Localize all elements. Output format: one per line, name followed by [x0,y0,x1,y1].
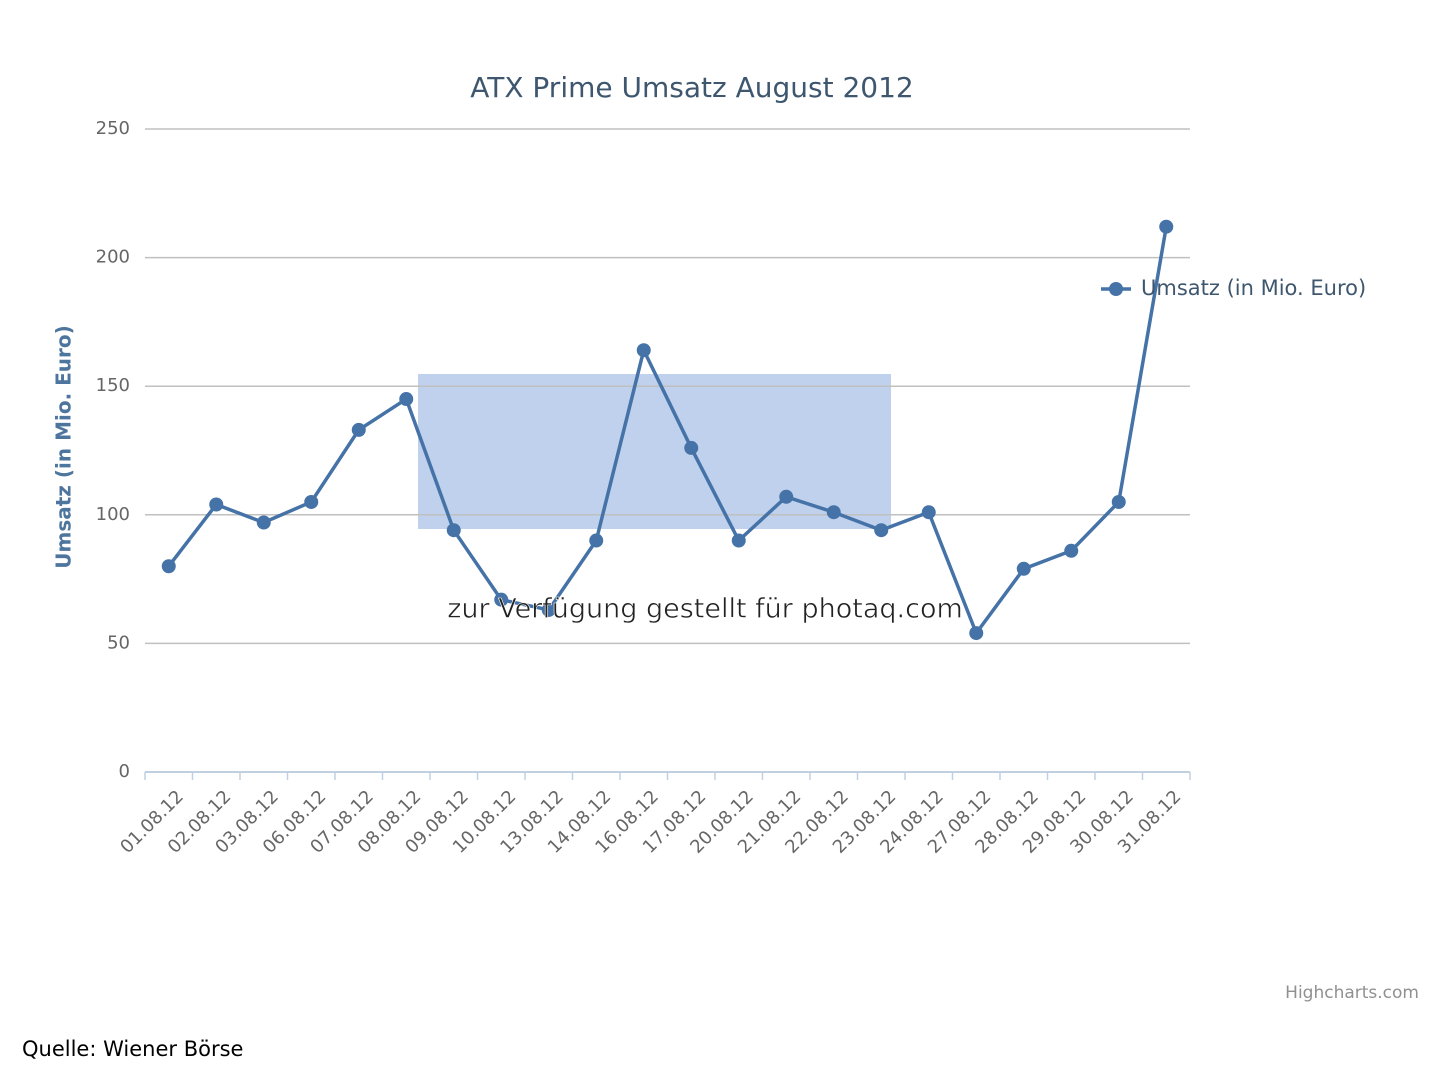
point [446,523,461,538]
point [731,533,746,548]
point [874,523,889,538]
point [304,494,319,509]
point [161,559,176,574]
legend-marker [1109,282,1123,296]
point [684,440,699,455]
watermark-image [418,374,891,529]
legend-label: Umsatz (in Mio. Euro) [1141,276,1366,300]
y-tick-label: 200 [96,247,130,268]
point [1016,561,1031,576]
y-tick-label: 150 [96,375,130,396]
source: Quelle: Wiener Börse [22,1037,243,1061]
point [351,422,366,437]
point [494,592,509,607]
point [589,533,604,548]
credit: Highcharts.com [1285,983,1419,1003]
point [779,489,794,504]
watermark-text: zur Verfügung gestellt für photaq.com [447,594,963,625]
point [399,392,414,407]
y-tick-label: 250 [96,118,130,139]
y-tick-label: 50 [107,632,130,653]
point [921,505,936,520]
point [636,343,651,358]
point [1159,219,1174,234]
point [209,497,224,512]
point [541,602,556,617]
point [826,505,841,520]
point [1111,494,1126,509]
point [1064,543,1079,558]
y-tick-label: 0 [119,761,130,782]
chart-title: ATX Prime Umsatz August 2012 [470,71,914,104]
point [256,515,271,530]
y-tick-label: 100 [96,504,130,525]
point [969,626,984,641]
line [167,226,1168,637]
y-axis-title: Umsatz (in Mio. Euro) [52,325,76,569]
